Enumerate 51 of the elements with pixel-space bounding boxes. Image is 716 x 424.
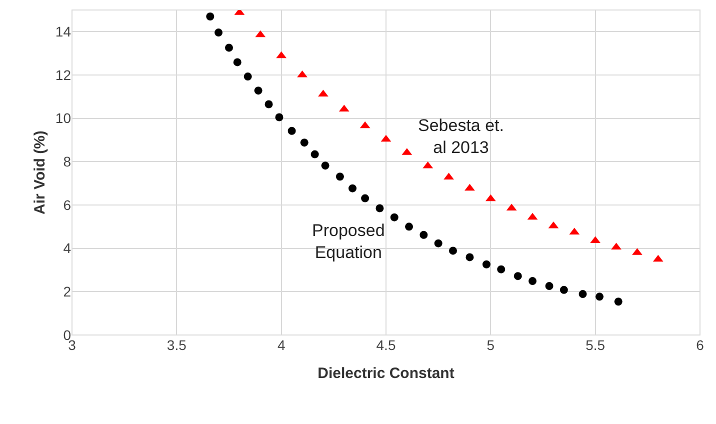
point [300,138,308,147]
point [448,246,457,255]
point [214,28,223,37]
point [254,86,262,95]
point [578,290,587,298]
point [275,113,284,122]
y-tick-label: 14 [55,24,72,40]
point [596,292,604,301]
x-tick-label: 3.5 [166,337,187,353]
x-tick-label: 5.5 [586,337,606,353]
point [420,230,428,239]
series-label: Sebesta et. al 2013 [418,116,504,158]
x-axis-title: Dielectric Constant [318,365,454,382]
x-tick-label: 5 [486,337,495,353]
point [244,72,252,81]
point [318,90,328,97]
point [336,172,344,181]
point [288,126,296,135]
x-tick-label: 4.5 [376,337,396,353]
point [464,184,475,191]
point [264,100,273,108]
point [466,253,474,262]
y-tick-label: 8 [63,154,72,170]
point [321,162,330,170]
point [497,265,506,274]
point [514,272,522,280]
point [361,194,370,202]
point [225,44,233,52]
point [390,213,398,222]
point [405,222,414,231]
point [233,58,242,66]
point [376,204,384,212]
point [614,298,622,306]
y-tick-label: 6 [63,196,72,213]
point [206,12,214,20]
y-tick-label: 12 [55,66,72,83]
x-tick-label: 6 [696,337,704,353]
point [545,282,554,290]
x-tick-label: 4 [277,337,286,353]
y-axis-title: Air Void (%) [32,130,49,214]
series-label: Proposed Equation [312,221,385,262]
point [482,260,490,268]
y-tick-label: 2 [63,284,72,300]
point [560,286,568,294]
point [528,277,537,286]
point [434,239,442,248]
point [310,150,319,158]
y-tick-label: 10 [55,110,72,126]
y-tick-label: 4 [63,240,72,256]
point [444,172,454,180]
point [348,184,357,192]
